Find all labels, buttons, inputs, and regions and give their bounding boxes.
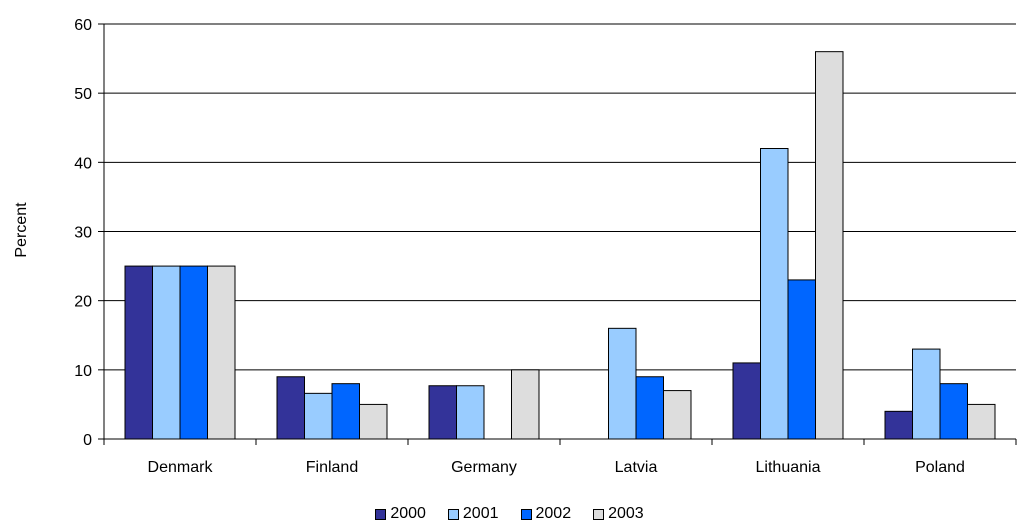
- y-axis-label: Percent: [13, 202, 30, 258]
- x-tick-label: Germany: [451, 459, 517, 476]
- x-tick-label: Poland: [915, 459, 965, 476]
- bar-finland-2003: [359, 403, 388, 440]
- y-tick-label: 60: [74, 17, 92, 34]
- y-tick-label: 0: [83, 432, 92, 449]
- bar-germany-2001: [456, 385, 485, 440]
- x-tick-label: Lithuania: [756, 459, 821, 476]
- legend-label: 2003: [608, 505, 644, 522]
- x-tick-label: Denmark: [148, 459, 214, 476]
- bar-latvia-2001: [608, 327, 637, 440]
- bar-poland-2001: [912, 348, 941, 440]
- bar-finland-2002: [331, 383, 360, 440]
- legend-item-2002: 2002: [520, 505, 572, 523]
- bar-lithuania-2002: [787, 279, 816, 440]
- legend-swatch: [593, 508, 605, 520]
- y-tick-label: 30: [74, 225, 92, 242]
- legend-swatch: [447, 508, 459, 520]
- bar-poland-2003: [967, 403, 996, 440]
- bar-germany-2000: [428, 385, 457, 440]
- legend-label: 2002: [535, 505, 572, 522]
- gridlines: [104, 23, 1016, 371]
- bar-denmark-2003: [207, 265, 236, 440]
- legend-item-2001: 2001: [447, 505, 499, 523]
- y-tick-label: 40: [74, 155, 92, 172]
- bar-finland-2001: [304, 392, 333, 440]
- x-tick-label: Finland: [306, 459, 358, 476]
- bars: [124, 51, 996, 440]
- legend-item-2003: 2003: [593, 505, 644, 523]
- bar-lithuania-2001: [760, 148, 789, 440]
- y-tick-label: 10: [74, 363, 92, 380]
- bar-denmark-2002: [179, 265, 208, 440]
- bar-chart: 0 10 20 30 40 50 60 Denmark Finland Germany Latvia…: [13, 17, 1017, 476]
- bar-latvia-2003: [663, 390, 692, 440]
- x-tick-label: Latvia: [615, 459, 658, 476]
- bar-denmark-2001: [152, 265, 181, 440]
- legend-swatch: [520, 508, 532, 520]
- bar-latvia-2002: [635, 376, 664, 440]
- legend-label: 2001: [462, 505, 499, 522]
- y-tick-label: 20: [74, 294, 92, 311]
- legend-label: 2000: [390, 505, 426, 522]
- bar-lithuania-2003: [815, 51, 844, 440]
- axes: 0 10 20 30 40 50 60 Denmark Finland Germany Latvia…: [74, 17, 1017, 476]
- legend-item-2000: 2000: [375, 505, 426, 523]
- y-tick-label: 50: [74, 86, 92, 103]
- bar-lithuania-2000: [732, 362, 761, 440]
- bar-denmark-2000: [124, 265, 153, 440]
- bar-poland-2000: [884, 410, 913, 440]
- bar-germany-2003: [511, 369, 540, 440]
- legend-swatch: [375, 508, 387, 520]
- legend: 2000 2001 2002 2003: [0, 505, 1019, 523]
- bar-poland-2002: [939, 383, 968, 440]
- bar-finland-2000: [276, 376, 305, 440]
